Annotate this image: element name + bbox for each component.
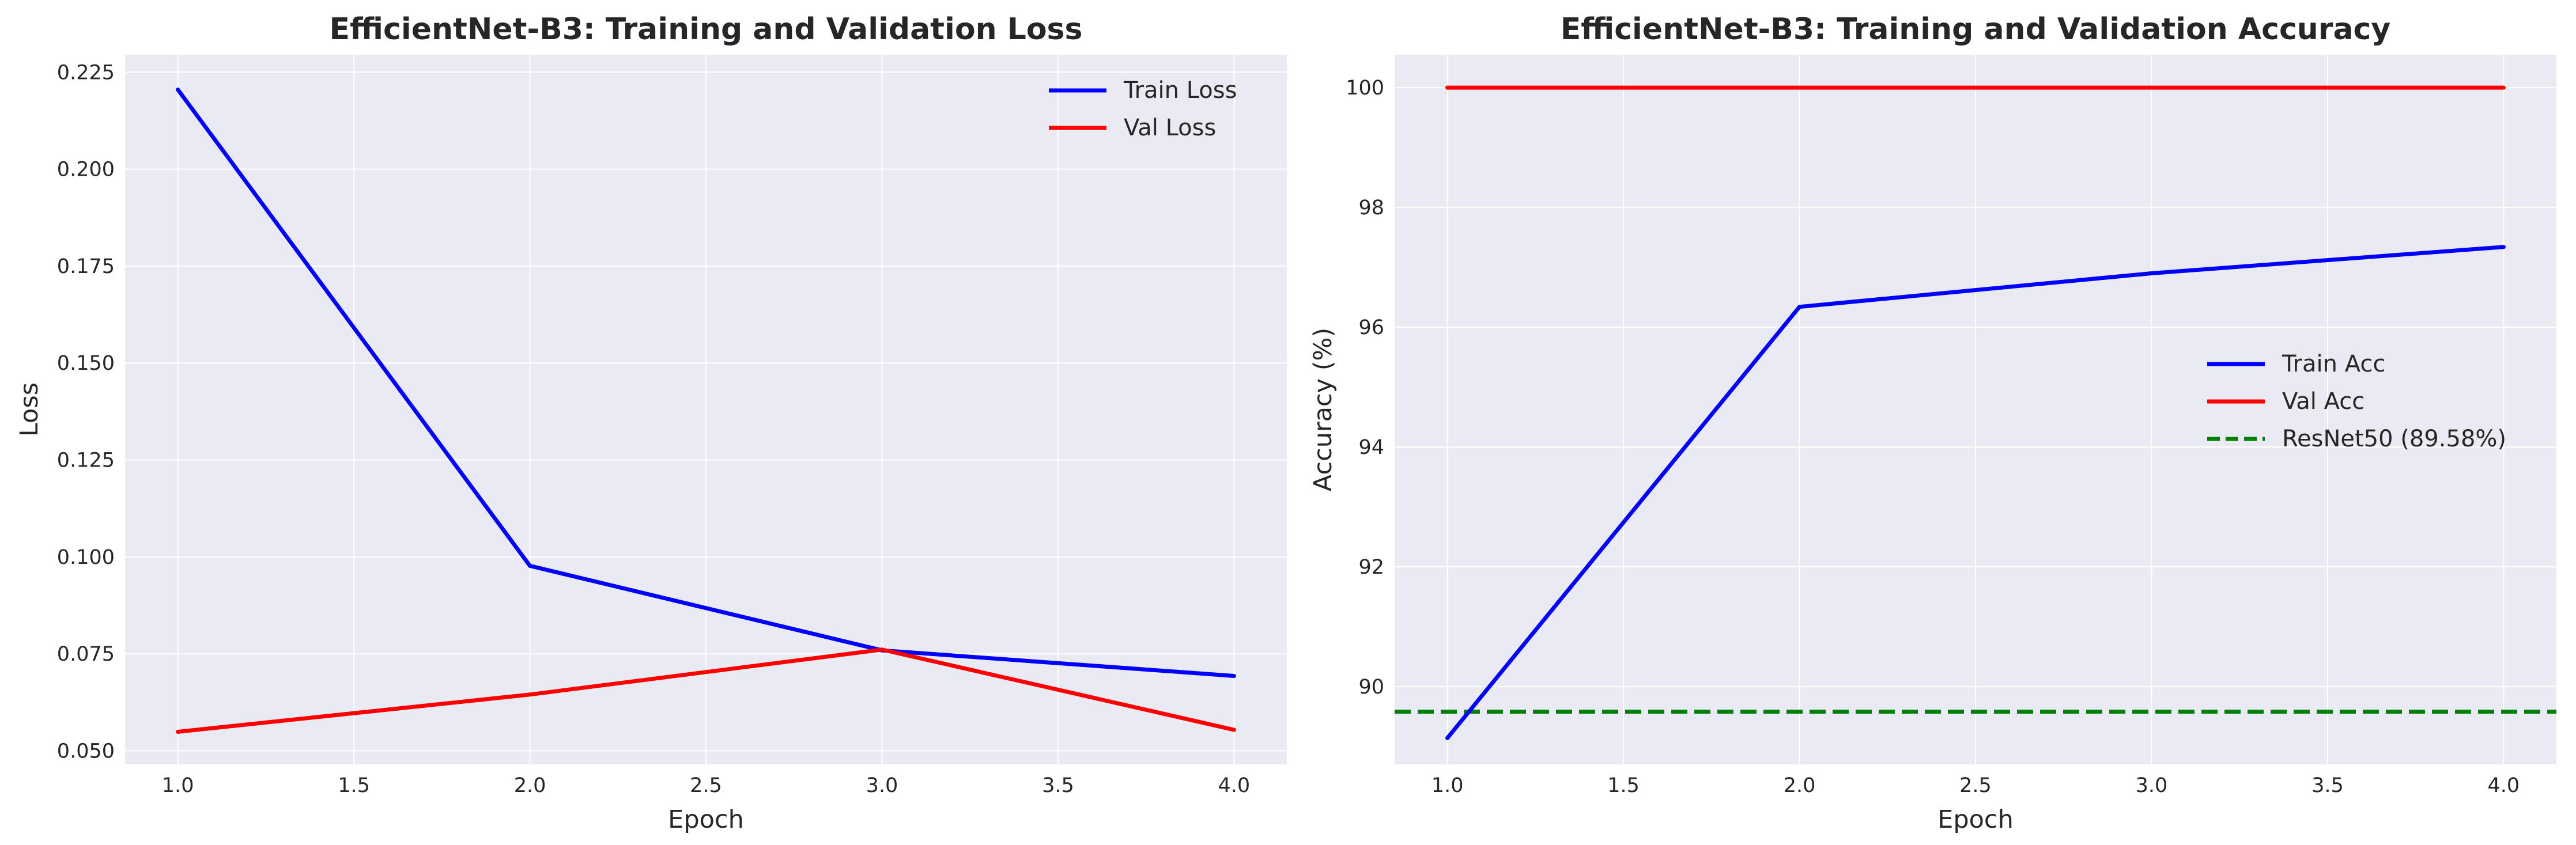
y-tick-label: 0.175	[57, 255, 115, 278]
y-tick-label: 96	[1358, 316, 1384, 339]
y-axis-label: Accuracy (%)	[1309, 328, 1338, 491]
x-axis-label: Epoch	[668, 805, 744, 834]
x-tick-label: 1.0	[1431, 774, 1464, 797]
data-point	[2501, 245, 2506, 249]
chart-title: EfficientNet-B3: Training and Validation…	[330, 12, 1083, 47]
chart-panel-1: 1.0 1.5 2.0 2.5 3.0 3.5 4.0 0.050 0.075 0.100 0.12…	[15, 12, 1287, 834]
data-point	[1445, 85, 1450, 90]
x-tick-label: 4.0	[2488, 774, 2520, 797]
x-tick-label: 2.0	[514, 774, 546, 797]
y-tick-label: 0.050	[57, 740, 115, 763]
y-tick-label: 0.150	[57, 352, 115, 375]
x-tick-label: 2.0	[1784, 774, 1816, 797]
legend-label: ResNet50 (89.58%)	[2282, 426, 2506, 452]
x-tick-label: 3.5	[2311, 774, 2344, 797]
y-tick-label: 0.075	[57, 643, 115, 666]
chart-panel-2: 1.0 1.5 2.0 2.5 3.0 3.5 4.0 90 92 94 96 98 100 Epoch A…	[1309, 12, 2556, 834]
data-layer	[176, 88, 1236, 734]
y-tick-label: 94	[1358, 436, 1384, 459]
data-point	[528, 563, 532, 568]
x-tick-label: 3.5	[1042, 774, 1074, 797]
x-tick-label: 1.5	[338, 774, 370, 797]
legend: Train Loss Val Loss	[1049, 77, 1237, 141]
series-line-val-loss	[176, 647, 1236, 734]
x-tick-label: 1.5	[1607, 774, 1640, 797]
x-tick-label: 1.0	[162, 774, 194, 797]
y-tick-label: 92	[1358, 556, 1384, 579]
series-line-train-loss	[176, 88, 1236, 679]
data-point	[176, 88, 180, 92]
series-line-train-acc	[1445, 245, 2506, 740]
data-point	[1445, 736, 1450, 740]
y-tick-label: 0.100	[57, 546, 115, 569]
data-point	[879, 647, 884, 652]
data-layer	[1395, 85, 2556, 740]
y-tick-label: 90	[1358, 676, 1384, 699]
legend-label: Val Acc	[2282, 388, 2365, 415]
y-tick-label: 0.125	[57, 449, 115, 472]
y-axis-label: Loss	[15, 382, 44, 437]
legend-label: Val Loss	[1124, 115, 1216, 141]
data-point	[176, 729, 180, 734]
x-tick-label: 3.0	[866, 774, 898, 797]
x-axis-label: Epoch	[1937, 805, 2014, 834]
data-point	[528, 692, 532, 697]
data-point	[1232, 674, 1236, 679]
data-point	[1797, 85, 1802, 90]
data-point	[2149, 271, 2154, 275]
legend: Train Acc Val Acc ResNet50 (89.58%)	[2207, 351, 2506, 452]
y-tick-label: 100	[1346, 77, 1384, 100]
data-point	[1797, 305, 1802, 309]
x-tick-label: 2.5	[1959, 774, 1992, 797]
legend-label: Train Loss	[1123, 77, 1237, 104]
data-point	[2501, 85, 2506, 90]
legend-label: Train Acc	[2282, 351, 2385, 377]
data-point	[1232, 727, 1236, 732]
y-tick-label: 98	[1358, 196, 1384, 219]
x-tick-label: 4.0	[1218, 774, 1251, 797]
data-point	[2149, 85, 2154, 90]
y-tick-label: 0.225	[57, 61, 115, 84]
x-tick-label: 3.0	[2136, 774, 2168, 797]
chart-title: EfficientNet-B3: Training and Validation…	[1561, 12, 2391, 47]
x-tick-label: 2.5	[690, 774, 722, 797]
y-tick-label: 0.200	[57, 158, 115, 181]
